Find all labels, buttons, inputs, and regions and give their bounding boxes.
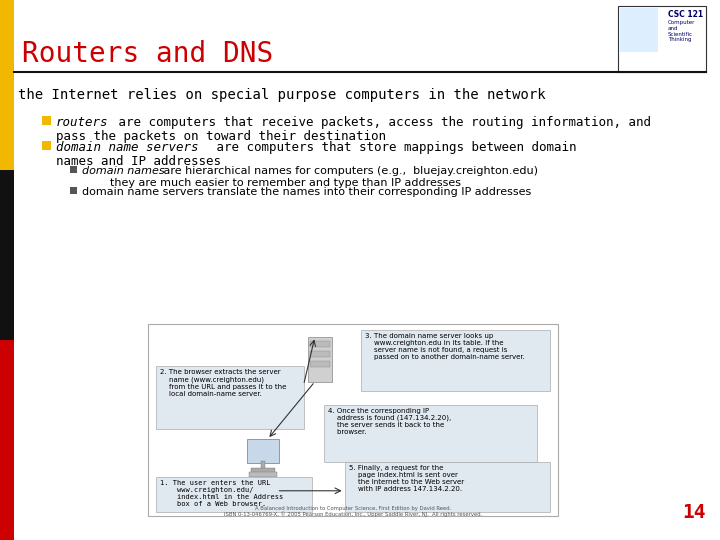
Bar (246, 440, 279, 463)
Text: 5. Finally, a request for the
    page index.html is sent over
    the Internet : 5. Finally, a request for the page index… (348, 465, 464, 492)
Bar (620, 8, 658, 52)
Bar (42, 116, 51, 125)
Text: 4. Once the corresponding IP
    address is found (147.134.2.20),
    the server: 4. Once the corresponding IP address is … (328, 408, 451, 435)
Text: 1. The user enters the URL
    www.creighton.edu/
    index.html in the Address
: 1. The user enters the URL www.creighton… (160, 481, 283, 508)
Text: the Internet relies on special purpose computers in the network: the Internet relies on special purpose c… (18, 88, 546, 102)
Text: are computers that store mappings between domain: are computers that store mappings betwee… (209, 141, 577, 154)
Bar (618, 6, 706, 72)
Bar (261, 461, 264, 469)
Bar (156, 477, 312, 512)
Bar (310, 341, 330, 347)
Text: A Balanced Introduction to Computer Science, First Edition by David Reed.
ISBN 0: A Balanced Introduction to Computer Scie… (224, 505, 482, 517)
Text: domain name servers translate the names into their corresponding IP addresses: domain name servers translate the names … (82, 187, 531, 197)
Text: 2. The browser extracts the server
    name (www.creighton.edu)
    from the URL: 2. The browser extracts the server name … (160, 369, 286, 397)
Text: Computer
and
Scientific
Thinking: Computer and Scientific Thinking (668, 20, 696, 43)
Text: 3. The domain name server looks up
    www.creighton.edu in its table. If the
  : 3. The domain name server looks up www.c… (365, 333, 525, 360)
Bar (0, 0, 14, 170)
Text: are hierarchical names for computers (e.g.,  bluejay.creighton.edu): are hierarchical names for computers (e.… (160, 166, 538, 176)
Text: pass the packets on toward their destination: pass the packets on toward their destina… (56, 130, 386, 143)
Bar (70, 166, 77, 173)
Text: 14: 14 (683, 503, 706, 522)
Bar (251, 468, 274, 474)
Bar (345, 462, 550, 512)
Bar (310, 361, 330, 367)
Text: are computers that receive packets, access the routing information, and: are computers that receive packets, acce… (111, 116, 651, 129)
Bar (42, 141, 51, 150)
Text: routers: routers (56, 116, 109, 129)
Bar (0, 340, 14, 540)
Bar (148, 324, 558, 516)
Text: CSC 121: CSC 121 (668, 10, 703, 19)
Bar (0, 170, 14, 340)
Text: domain names: domain names (82, 166, 165, 176)
Bar (156, 366, 304, 429)
Bar (324, 404, 537, 462)
Bar (310, 350, 330, 356)
Text: names and IP addresses: names and IP addresses (56, 155, 221, 168)
Text: domain name servers: domain name servers (56, 141, 199, 154)
Bar (248, 472, 276, 477)
Text: Routers and DNS: Routers and DNS (22, 40, 274, 68)
Bar (308, 336, 332, 381)
Bar (70, 187, 77, 194)
Text: they are much easier to remember and type than IP addresses: they are much easier to remember and typ… (110, 178, 461, 188)
Bar (361, 330, 550, 391)
